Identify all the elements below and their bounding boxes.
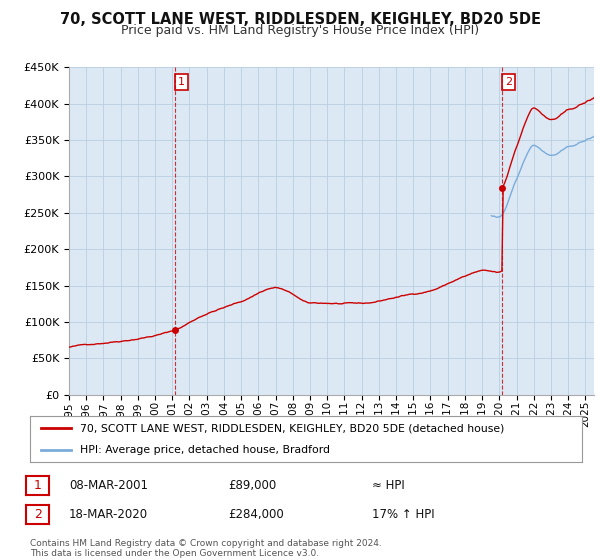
Text: 18-MAR-2020: 18-MAR-2020 — [69, 507, 148, 521]
Text: £89,000: £89,000 — [228, 479, 276, 492]
Text: 1: 1 — [34, 479, 42, 492]
Text: 70, SCOTT LANE WEST, RIDDLESDEN, KEIGHLEY, BD20 5DE: 70, SCOTT LANE WEST, RIDDLESDEN, KEIGHLE… — [59, 12, 541, 27]
Text: 70, SCOTT LANE WEST, RIDDLESDEN, KEIGHLEY, BD20 5DE (detached house): 70, SCOTT LANE WEST, RIDDLESDEN, KEIGHLE… — [80, 423, 504, 433]
Text: ≈ HPI: ≈ HPI — [372, 479, 405, 492]
Text: Contains HM Land Registry data © Crown copyright and database right 2024.
This d: Contains HM Land Registry data © Crown c… — [30, 539, 382, 558]
Text: HPI: Average price, detached house, Bradford: HPI: Average price, detached house, Brad… — [80, 445, 329, 455]
Text: 17% ↑ HPI: 17% ↑ HPI — [372, 507, 434, 521]
Text: Price paid vs. HM Land Registry's House Price Index (HPI): Price paid vs. HM Land Registry's House … — [121, 24, 479, 36]
Text: £284,000: £284,000 — [228, 507, 284, 521]
Text: 1: 1 — [178, 77, 185, 87]
Text: 08-MAR-2001: 08-MAR-2001 — [69, 479, 148, 492]
Text: 2: 2 — [505, 77, 512, 87]
Text: 2: 2 — [34, 507, 42, 521]
